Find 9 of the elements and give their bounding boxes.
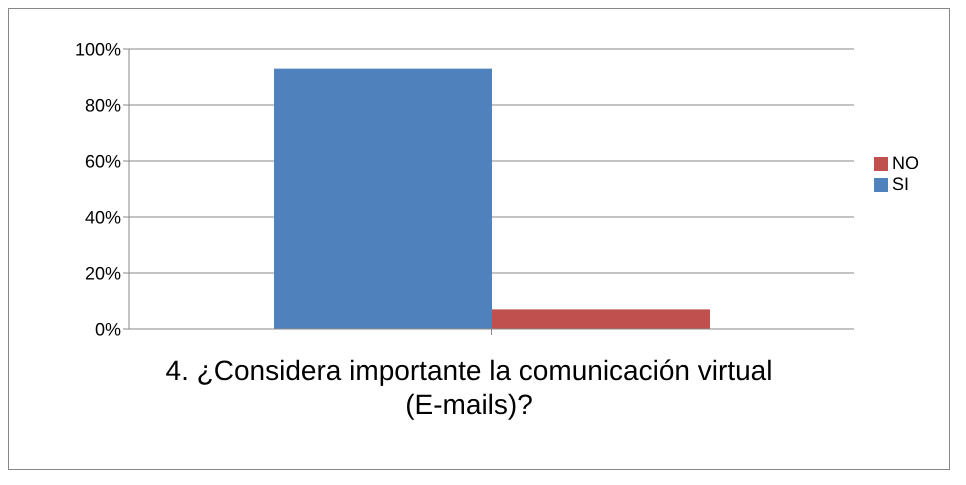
y-tick-label: 40% [84,207,121,228]
y-tick-label: 0% [94,319,121,340]
legend-label: NO [892,153,919,173]
y-tick-label: 20% [84,263,121,284]
y-tick-label: 60% [84,151,121,172]
y-tick-label: 100% [74,39,121,60]
y-tick-label: 80% [84,95,121,116]
x-axis-title: 4. ¿Considera importante la comunicación virtual (E-mails)? [164,354,774,422]
legend-label: SI [892,174,910,194]
